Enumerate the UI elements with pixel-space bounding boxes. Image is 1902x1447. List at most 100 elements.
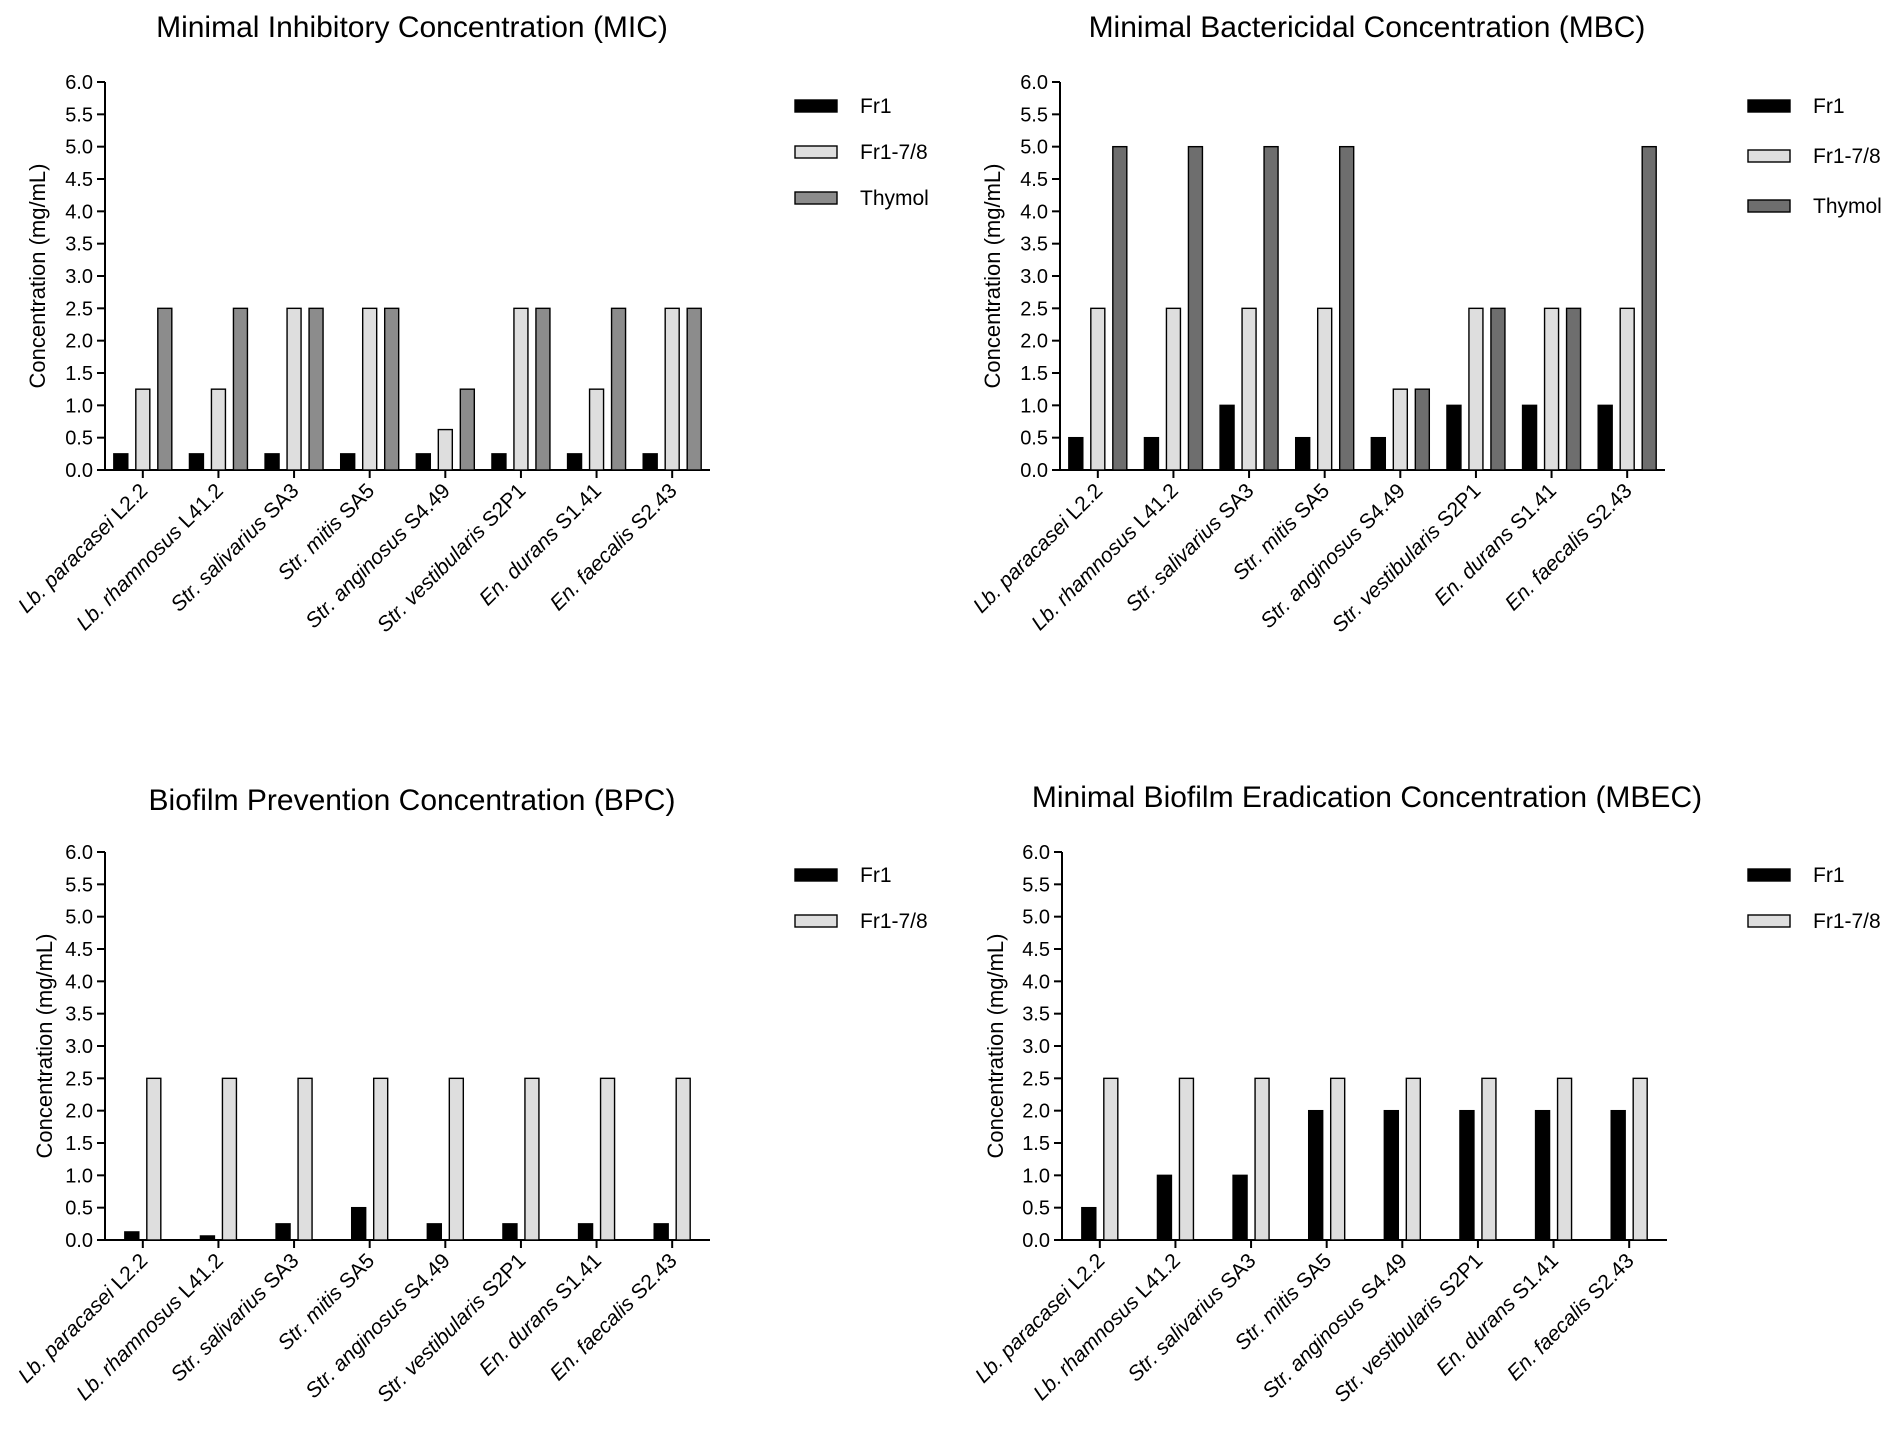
y-axis-label: Concentration (mg/mL) [983,934,1008,1159]
legend-swatch [794,145,838,159]
x-tick-label: Str. salivarius SA3 [167,1249,304,1386]
chart-title: Biofilm Prevention Concentration (BPC) [149,784,676,817]
x-tick-label-species: durans [1458,1288,1524,1354]
y-tick-label: 5.0 [1020,137,1048,159]
y-tick-label: 2.5 [1022,1068,1050,1090]
legend-label: Fr1-7/8 [1813,910,1881,933]
bar-fr1 [339,453,356,471]
y-tick-label: 1.5 [1022,1133,1050,1155]
y-tick-label: 2.5 [65,298,93,320]
legend-swatch [794,99,838,113]
bar-fr1-7-8 [1392,388,1409,471]
y-tick-label: 4.5 [1020,169,1048,191]
x-tick-label: Str. vestibularis S2P1 [373,1249,531,1407]
legend-swatch [1747,868,1791,882]
bar-fr1-7-8 [1632,1077,1648,1241]
bar-fr1 [1459,1109,1475,1241]
x-tick-label-strain: S1.41 [1506,479,1561,534]
x-tick-label: Str. salivarius SA3 [1124,1249,1261,1386]
x-tick-label-strain: L41.2 [1130,479,1183,532]
bar-fr1-7-8 [210,388,227,471]
bar-fr1 [1534,1109,1551,1241]
bar-thymol [610,307,627,471]
y-tick-label: 2.0 [65,1101,93,1123]
x-tick-label: En. faecalis S2.43 [1501,479,1637,615]
legend-label: Thymol [1813,195,1882,218]
bar-fr1 [577,1223,594,1241]
y-tick-label: 5.5 [1022,874,1050,896]
x-tick-label: Lb. rhamnosus L41.2 [72,479,228,635]
bar-fr1-7-8 [297,1077,313,1241]
y-tick-label: 4.0 [1022,971,1050,993]
y-tick-label: 0.5 [65,428,93,450]
chart-panel-4: Minimal Biofilm Eradication Concentratio… [971,781,1881,1407]
x-tick-label-strain: S2.43 [627,1249,682,1304]
y-tick-label: 3.0 [1020,266,1048,288]
legend-swatch [794,914,838,928]
x-tick-label-strain: S1.41 [551,479,606,534]
chart-panel-1: Minimal Inhibitory Concentration (MIC) Co… [14,11,929,637]
bar-fr1-7-8 [1254,1077,1270,1241]
x-tick-label: Lb. paracasei L2.2 [14,1249,152,1387]
legend-swatch [794,868,838,882]
y-tick-label: 1.0 [1022,1165,1050,1187]
x-tick-label-species: salivarius [1150,1277,1232,1359]
bar-fr1 [199,1235,216,1241]
y-tick-label: 0.0 [65,460,93,482]
bar-fr1-7-8 [664,307,680,471]
y-tick-label: 5.0 [65,137,93,159]
bar-fr1 [1521,404,1538,471]
bar-fr1 [350,1206,367,1241]
legend-label: Fr1-7/8 [860,141,928,164]
bar-fr1 [1156,1174,1173,1241]
y-tick-label: 0.5 [1022,1198,1050,1220]
x-tick-label: Lb. paracasei L2.2 [14,479,152,617]
bar-fr1-7-8 [1405,1077,1422,1241]
bar-fr1-7-8 [1090,307,1106,471]
y-tick-label: 3.0 [1022,1036,1050,1058]
y-tick-label: 3.5 [1020,234,1048,256]
x-tick-label-strain: S4.49 [400,1249,455,1304]
x-tick-label-strain: S2.43 [1584,1249,1639,1304]
y-tick-label: 4.0 [65,971,93,993]
bar-thymol [459,388,476,471]
y-tick-label: 6.0 [1022,842,1050,864]
bar-fr1 [502,1223,518,1241]
y-tick-label: 1.5 [1020,363,1048,385]
bar-fr1 [415,453,432,471]
bar-fr1-7-8 [286,307,302,471]
legend-label: Fr1-7/8 [860,910,928,933]
x-tick-label: Str. salivarius SA3 [167,479,304,616]
bar-fr1 [426,1223,443,1241]
bar-thymol [1490,307,1506,471]
bar-fr1 [1597,404,1613,471]
x-tick-label-strain: S2P1 [478,1249,531,1302]
bar-fr1 [1068,436,1084,471]
chart-title: Minimal Inhibitory Concentration (MIC) [156,11,668,44]
bar-fr1 [491,453,507,471]
bar-fr1 [113,453,129,471]
bar-fr1 [566,453,583,471]
x-tick-label: En. faecalis S2.43 [546,479,682,615]
y-tick-label: 1.5 [65,1133,93,1155]
chart-title: Minimal Biofilm Eradication Concentratio… [1032,781,1702,814]
x-tick-label-species: durans [501,518,567,584]
y-tick-label: 5.5 [1020,104,1048,126]
y-tick-label: 3.5 [65,1004,93,1026]
bar-fr1 [1446,404,1462,471]
bar-thymol [232,307,249,471]
bar-thymol [1641,145,1657,471]
x-tick-label-strain: S1.41 [551,1249,606,1304]
x-tick-label-species: salivarius [193,507,275,589]
bar-fr1 [1143,436,1160,471]
bar-fr1 [1370,436,1387,471]
bar-fr1-7-8 [146,1077,162,1241]
bar-thymol [308,307,324,471]
x-tick-label: Str. vestibularis S2P1 [373,479,531,637]
x-tick-label-strain: S2P1 [1435,1249,1488,1302]
bar-fr1 [1081,1206,1097,1241]
bar-thymol [1112,145,1128,471]
x-tick-label-strain: S2P1 [478,479,531,532]
bar-fr1-7-8 [513,307,529,471]
y-tick-label: 0.0 [65,1230,93,1252]
